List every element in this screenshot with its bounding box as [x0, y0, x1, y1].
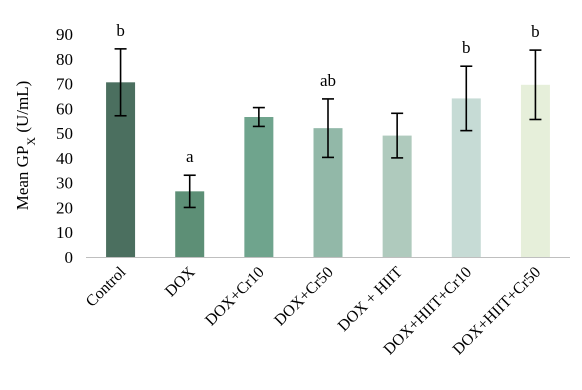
error-bar-5 [460, 65, 473, 132]
x-tick-label-2: DOX+Cr10 [202, 264, 268, 330]
error-bar-1 [183, 174, 196, 209]
x-tick-label-0: Control [83, 263, 130, 310]
error-bar-4 [391, 112, 404, 159]
significance-label-6: b [531, 22, 540, 41]
y-tick-label-50: 50 [56, 124, 73, 143]
y-tick-label-30: 30 [56, 174, 73, 193]
y-axis-title: Mean GPX (U/mL) [13, 81, 38, 211]
y-tick-label-40: 40 [56, 149, 73, 168]
error-bar-2 [252, 106, 265, 128]
significance-label-5: b [462, 38, 471, 57]
y-tick-label-20: 20 [56, 198, 73, 217]
y-tick-label-90: 90 [56, 25, 73, 44]
y-tick-label-0: 0 [65, 248, 74, 267]
y-axis-title-main: Mean GP [13, 146, 32, 211]
error-bar-0 [114, 48, 127, 117]
bar-2 [244, 117, 274, 257]
x-tick-label-4: DOX + HIIT [335, 264, 406, 335]
x-tick-label-3: DOX+Cr50 [271, 264, 337, 330]
significance-labels: b a ab b b [116, 21, 539, 166]
error-bar-3 [322, 98, 334, 159]
y-tick-label-70: 70 [56, 75, 73, 94]
significance-label-0: b [116, 21, 125, 40]
y-tick-label-80: 80 [56, 50, 73, 69]
error-bars [114, 48, 542, 209]
significance-label-3: ab [320, 71, 336, 90]
y-axis-title-unit: (U/mL) [13, 81, 32, 137]
y-axis-title-subscript: X [24, 137, 38, 146]
y-tick-label-60: 60 [56, 99, 73, 118]
y-axis: 0 10 20 30 40 50 60 70 80 90 [56, 25, 73, 267]
x-tick-label-1: DOX [162, 263, 199, 300]
y-tick-label-10: 10 [56, 223, 73, 242]
significance-label-1: a [186, 147, 194, 166]
error-bar-6 [529, 49, 542, 121]
